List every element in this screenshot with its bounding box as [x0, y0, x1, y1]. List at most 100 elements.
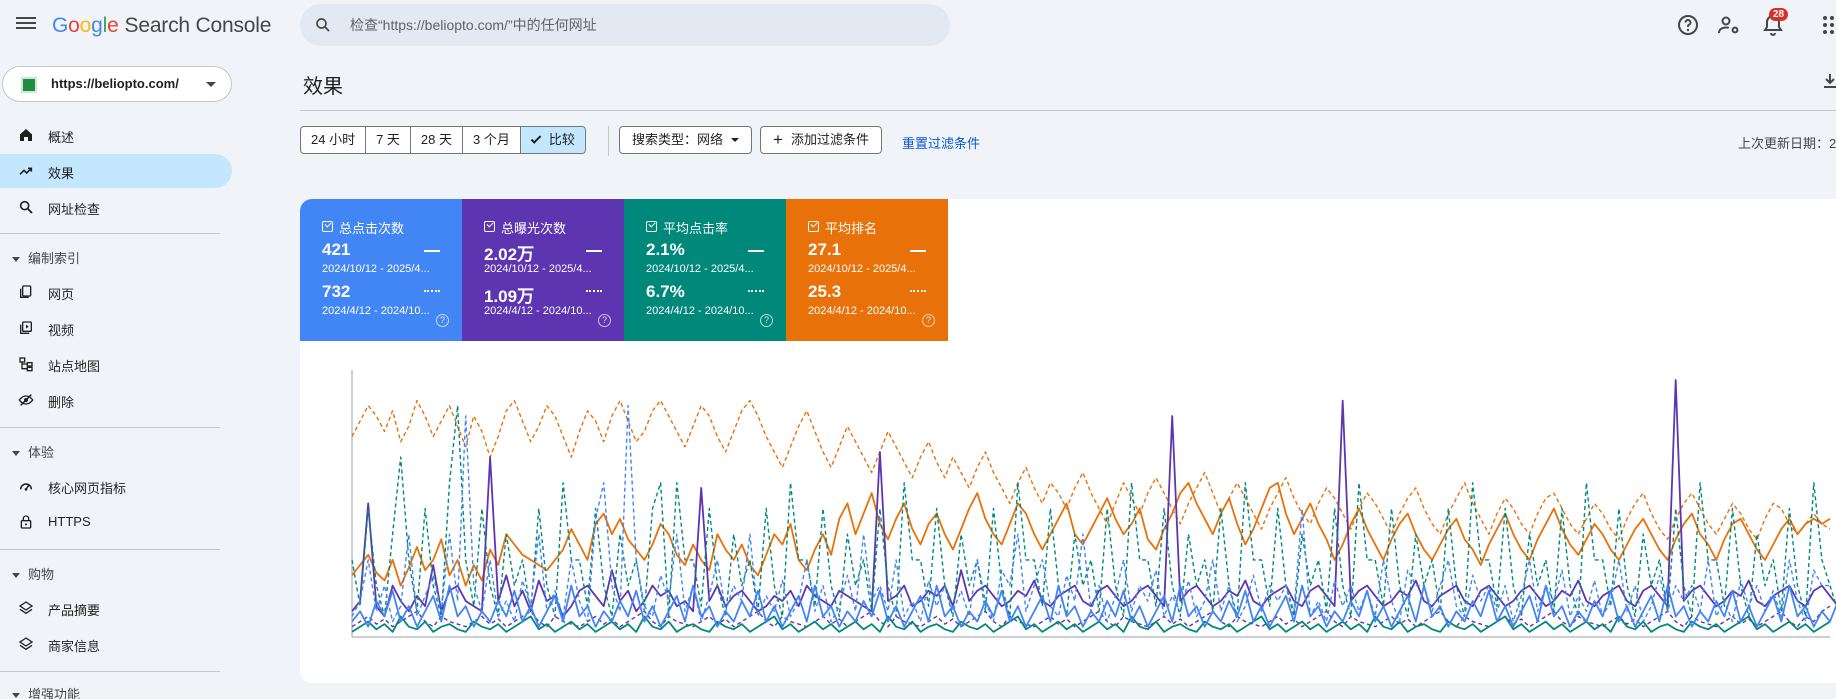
help-icon[interactable]: ? — [922, 314, 935, 327]
metric-name: 平均点击率 — [663, 221, 729, 236]
sidebar-item-https[interactable]: HTTPS — [0, 505, 232, 539]
collapse-icon — [12, 451, 20, 457]
section-title: 增强功能 — [28, 687, 81, 699]
sidebar-divider — [0, 671, 220, 672]
logo-letter: G — [52, 14, 69, 37]
filter-divider — [608, 126, 609, 156]
metric-value-previous: 25.3 — [808, 282, 842, 301]
series-line-7 — [351, 405, 1830, 623]
metric-range-current: 2024/10/12 - 2025/4... — [484, 263, 592, 275]
metric-card-position[interactable]: 平均排名 27.1 2024/10/12 - 2025/4... 25.3 2024/4… — [786, 199, 948, 341]
metric-value-current: 27.1 — [808, 240, 842, 259]
sidebar-item-performance[interactable]: 效果 — [0, 154, 232, 188]
metric-value-current: 2.02万 — [484, 245, 535, 264]
dashed-line-legend-icon — [586, 290, 602, 292]
url-inspection-search[interactable] — [300, 4, 950, 46]
sidebar-item-label: 产品摘要 — [48, 603, 101, 618]
sidebar-item-overview[interactable]: 概述 — [0, 118, 232, 152]
help-icon[interactable]: ? — [760, 314, 773, 327]
series-line-4 — [351, 615, 1831, 633]
solid-line-legend-icon — [424, 250, 440, 252]
metric-checkbox[interactable] — [322, 221, 333, 232]
help-icon[interactable]: ? — [598, 314, 611, 327]
range-24h[interactable]: 24 小时 — [301, 127, 367, 153]
sidebar-item-merchant-listings[interactable]: 商家信息 — [0, 627, 232, 661]
sidebar-item-label: 站点地图 — [48, 359, 101, 374]
sidebar-divider — [0, 233, 220, 234]
sidebar-item-url-inspection[interactable]: 网址检查 — [0, 190, 232, 224]
layers-icon — [18, 601, 34, 615]
apps-grid-icon[interactable] — [1820, 13, 1836, 37]
add-filter-button[interactable]: + 添加过滤条件 — [760, 126, 882, 154]
metric-card-clicks[interactable]: 总点击次数 421 2024/10/12 - 2025/4... 732 2024/4/… — [300, 199, 462, 341]
section-indexing[interactable]: 编制索引 — [12, 248, 80, 267]
pages-icon — [20, 285, 32, 298]
section-title: 体验 — [28, 445, 55, 460]
metric-value-previous: 732 — [322, 282, 351, 301]
search-input[interactable] — [350, 14, 910, 36]
metric-value-previous: 6.7% — [646, 282, 685, 301]
series-line-3 — [351, 605, 1831, 628]
performance-chart[interactable]: 153045607590105120135150165180 — [300, 355, 1836, 650]
sidebar-item-pages[interactable]: 网页 — [0, 275, 232, 309]
sidebar-item-core-web-vitals[interactable]: 核心网页指标 — [0, 469, 232, 503]
sidebar-divider — [0, 427, 220, 428]
metric-range-previous: 2024/4/12 - 2024/10... — [646, 305, 754, 317]
sidebar-item-product-snippets[interactable]: 产品摘要 — [0, 591, 232, 625]
search-icon — [316, 18, 330, 32]
sidebar-item-label: 网页 — [48, 287, 75, 302]
page-title: 效果 — [303, 76, 343, 98]
property-selector[interactable]: https://beliopto.com/ — [2, 66, 232, 102]
search-icon — [19, 200, 33, 214]
metric-card-impressions[interactable]: 总曝光次数 2.02万 2024/10/12 - 2025/4... 1.09万 202… — [462, 199, 624, 341]
metric-checkbox[interactable] — [808, 221, 819, 232]
collapse-icon — [12, 573, 20, 579]
reset-filters-link[interactable]: 重置过滤条件 — [902, 136, 981, 151]
sidebar-item-label: 核心网页指标 — [48, 481, 127, 496]
add-filter-label: 添加过滤条件 — [790, 132, 869, 147]
series-line-0 — [351, 481, 1831, 587]
logo-letter: g — [91, 14, 103, 37]
sidebar-item-videos[interactable]: 视频 — [0, 311, 232, 345]
metric-checkbox[interactable] — [646, 221, 657, 232]
logo-letter: e — [107, 14, 119, 37]
export-icon[interactable] — [1822, 72, 1836, 90]
metric-checkbox[interactable] — [484, 221, 495, 232]
solid-line-legend-icon — [748, 250, 764, 252]
search-type-filter[interactable]: 搜索类型：网络 — [619, 126, 753, 154]
property-url: https://beliopto.com/ — [51, 76, 179, 91]
range-compare[interactable]: 比较 — [520, 127, 585, 153]
lock-icon — [20, 515, 32, 529]
last-updated: 上次更新日期：2 — [1738, 136, 1836, 151]
section-shopping[interactable]: 购物 — [12, 564, 54, 583]
range-28d[interactable]: 28 天 — [411, 127, 463, 153]
section-enhancements[interactable]: 增强功能 — [12, 684, 80, 699]
check-icon — [530, 133, 542, 144]
range-7d[interactable]: 7 天 — [366, 127, 411, 153]
help-icon[interactable] — [1676, 13, 1700, 37]
metric-name: 总点击次数 — [339, 221, 405, 236]
help-icon[interactable]: ? — [436, 314, 449, 327]
metric-card-ctr[interactable]: 平均点击率 2.1% 2024/10/12 - 2025/4... 6.7% 2024/… — [624, 199, 786, 341]
site-favicon-icon — [21, 77, 37, 93]
sidebar-item-label: 效果 — [48, 166, 75, 181]
trending-up-icon — [19, 167, 33, 175]
sidebar-item-removals[interactable]: 删除 — [0, 383, 232, 417]
search-type-label: 搜索类型：网络 — [632, 132, 724, 147]
section-title: 购物 — [28, 567, 55, 582]
app-logo[interactable]: Google Search Console — [52, 14, 271, 38]
collapse-icon — [12, 693, 20, 699]
section-title: 编制索引 — [28, 251, 81, 266]
date-range-selector[interactable]: 24 小时 7 天 28 天 3 个月 比较 — [300, 126, 586, 154]
user-settings-icon[interactable] — [1717, 13, 1741, 37]
range-3m[interactable]: 3 个月 — [463, 127, 521, 153]
dropdown-arrow-icon — [731, 138, 740, 142]
section-experience[interactable]: 体验 — [12, 442, 54, 461]
main-menu-icon[interactable] — [16, 14, 36, 34]
sidebar-item-sitemaps[interactable]: 站点地图 — [0, 347, 232, 381]
metric-range-previous: 2024/4/12 - 2024/10... — [484, 305, 592, 317]
metric-value-previous: 1.09万 — [484, 287, 535, 306]
metric-value-current: 421 — [322, 240, 351, 259]
sidebar-item-label: 网址检查 — [48, 202, 101, 217]
